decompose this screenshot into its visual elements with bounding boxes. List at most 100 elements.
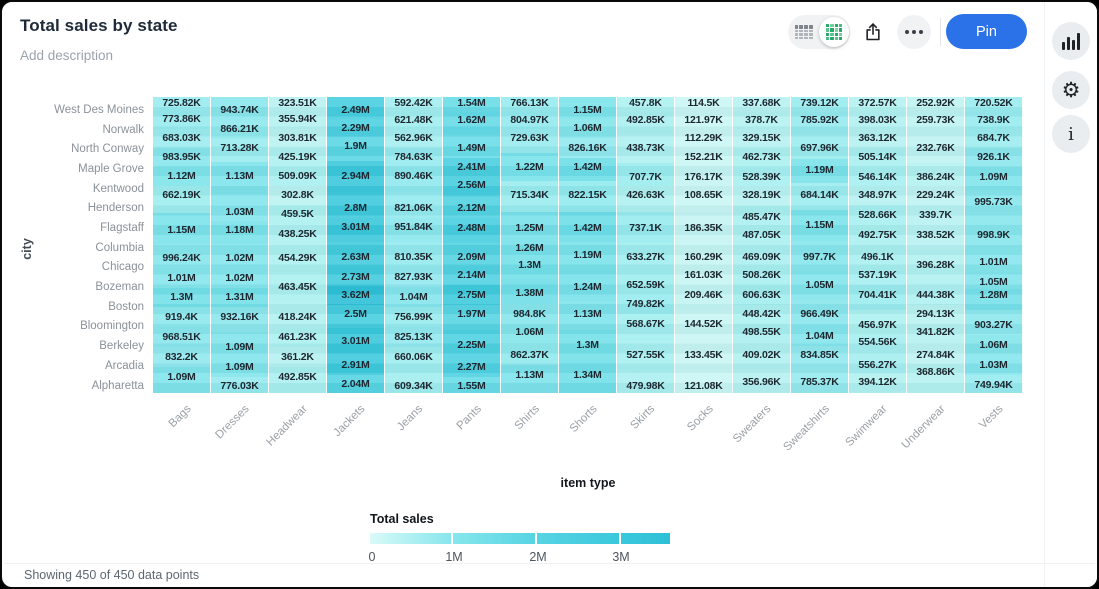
- heatmap-cell[interactable]: [153, 148, 210, 167]
- heatmap-cell[interactable]: [501, 279, 558, 304]
- heatmap-cell[interactable]: [791, 325, 848, 346]
- heatmap-cell[interactable]: [327, 161, 384, 192]
- heatmap-cell[interactable]: [907, 225, 964, 250]
- heatmap-cell[interactable]: [385, 167, 442, 192]
- heatmap-cell[interactable]: [153, 307, 210, 327]
- heatmap-cell[interactable]: [211, 162, 268, 194]
- heatmap-cell[interactable]: [965, 129, 1022, 148]
- heatmap-cell[interactable]: [675, 371, 732, 393]
- heatmap-cell[interactable]: [269, 186, 326, 205]
- heatmap-cell[interactable]: [501, 112, 558, 129]
- heatmap-cell[interactable]: [327, 375, 384, 393]
- heatmap-cell[interactable]: [385, 372, 442, 393]
- heatmap-cell[interactable]: [443, 218, 500, 243]
- heatmap-cell[interactable]: [965, 272, 1022, 289]
- heatmap-cell[interactable]: [849, 186, 906, 205]
- heatmap-cell[interactable]: [965, 190, 1022, 219]
- heatmap-cell[interactable]: [849, 246, 906, 266]
- heatmap-cell[interactable]: [327, 328, 384, 353]
- heatmap-cell[interactable]: [907, 280, 964, 305]
- heatmap-cell[interactable]: [211, 120, 268, 139]
- heatmap-cell[interactable]: [791, 112, 848, 134]
- heatmap-cell[interactable]: [617, 340, 674, 371]
- heatmap-cell[interactable]: [153, 268, 210, 288]
- heatmap-cell[interactable]: [559, 360, 616, 393]
- heatmap-cell[interactable]: [211, 244, 268, 268]
- heatmap-cell[interactable]: [675, 212, 732, 243]
- heatmap-cell[interactable]: [617, 295, 674, 314]
- heatmap-cell[interactable]: [501, 153, 558, 181]
- heatmap-cell[interactable]: [269, 273, 326, 302]
- heatmap-cell[interactable]: [211, 332, 268, 357]
- heatmap-cell[interactable]: [907, 134, 964, 163]
- heatmap-cell[interactable]: [153, 97, 210, 111]
- heatmap-cell[interactable]: [791, 369, 848, 393]
- heatmap-cell[interactable]: [617, 314, 674, 340]
- heatmap-cell[interactable]: [559, 301, 616, 330]
- heatmap-cell[interactable]: [385, 287, 442, 307]
- heatmap-cell[interactable]: [501, 304, 558, 323]
- heatmap-cell[interactable]: [791, 271, 848, 300]
- heatmap-cell[interactable]: [733, 167, 790, 186]
- heatmap-cell[interactable]: [327, 353, 384, 375]
- heatmap-cell[interactable]: [617, 97, 674, 112]
- heatmap-cell[interactable]: [733, 97, 790, 112]
- heatmap-cell[interactable]: [559, 330, 616, 360]
- heatmap-cell[interactable]: [559, 181, 616, 212]
- heatmap-cell[interactable]: [443, 158, 500, 176]
- heatmap-cell[interactable]: [907, 323, 964, 344]
- heatmap-cell[interactable]: [385, 112, 442, 129]
- heatmap-cell[interactable]: [327, 192, 384, 218]
- heatmap-cell[interactable]: [443, 330, 500, 356]
- heatmap-cell[interactable]: [211, 139, 268, 162]
- heatmap-cell[interactable]: [327, 137, 384, 161]
- heatmap-cell[interactable]: [849, 334, 906, 354]
- heatmap-cell[interactable]: [791, 300, 848, 325]
- heatmap-cell[interactable]: [849, 225, 906, 246]
- heatmap-cell[interactable]: [849, 112, 906, 129]
- heatmap-cell[interactable]: [559, 212, 616, 242]
- heatmap-cell[interactable]: [733, 186, 790, 206]
- heatmap-cell[interactable]: [385, 129, 442, 148]
- heatmap-cell[interactable]: [269, 129, 326, 148]
- heatmap-cell[interactable]: [617, 112, 674, 134]
- heatmap-cell[interactable]: [327, 218, 384, 242]
- add-description-field[interactable]: Add description: [20, 48, 114, 63]
- heatmap-cell[interactable]: [733, 148, 790, 167]
- heatmap-cell[interactable]: [501, 323, 558, 344]
- heatmap-cell[interactable]: [501, 97, 558, 112]
- heatmap-cell[interactable]: [501, 344, 558, 365]
- heatmap-cell[interactable]: [907, 163, 964, 186]
- heatmap-cell[interactable]: [327, 267, 384, 286]
- heatmap-cell[interactable]: [153, 186, 210, 213]
- heatmap-cell[interactable]: [269, 302, 326, 327]
- heatmap-cell[interactable]: [849, 148, 906, 167]
- heatmap-cell[interactable]: [269, 97, 326, 111]
- heatmap-cell[interactable]: [675, 310, 732, 340]
- heatmap-cell[interactable]: [907, 250, 964, 280]
- heatmap-cell[interactable]: [733, 323, 790, 344]
- heatmap-cell[interactable]: [385, 218, 442, 242]
- heatmap-cell[interactable]: [153, 111, 210, 129]
- heatmap-cell[interactable]: [153, 347, 210, 367]
- heatmap-cell[interactable]: [327, 305, 384, 328]
- heatmap-cell[interactable]: [211, 194, 268, 221]
- heatmap-cell[interactable]: [153, 367, 210, 393]
- heatmap-cell[interactable]: [385, 347, 442, 372]
- heatmap-cell[interactable]: [849, 167, 906, 186]
- heatmap-cell[interactable]: [385, 97, 442, 112]
- heatmap-cell[interactable]: [269, 327, 326, 347]
- heatmap-cell[interactable]: [211, 307, 268, 332]
- heatmap-cell[interactable]: [675, 266, 732, 285]
- heatmap-cell[interactable]: [965, 335, 1022, 355]
- heatmap-cell[interactable]: [733, 129, 790, 148]
- heatmap-cell[interactable]: [501, 181, 558, 212]
- heatmap-cell[interactable]: [443, 356, 500, 377]
- heatmap-cell[interactable]: [849, 205, 906, 225]
- settings-button[interactable]: ⚙: [1052, 71, 1090, 109]
- heatmap-cell[interactable]: [849, 354, 906, 374]
- heatmap-cell[interactable]: [501, 238, 558, 257]
- chart-type-button[interactable]: [1052, 22, 1090, 60]
- heatmap-cell[interactable]: [849, 374, 906, 393]
- heatmap-cell[interactable]: [733, 226, 790, 246]
